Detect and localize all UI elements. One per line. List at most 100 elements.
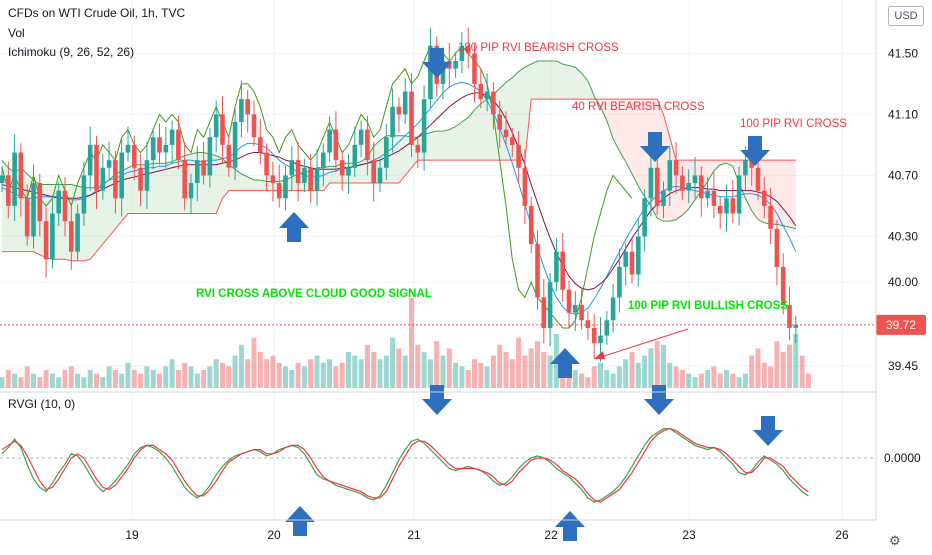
cloud-segment: [562, 64, 569, 100]
candle-body: [686, 183, 691, 191]
cloud-segment: [720, 160, 727, 165]
candle-body: [510, 137, 515, 145]
volume-bar: [736, 377, 742, 388]
candle-body: [100, 167, 106, 191]
candle-body: [201, 160, 206, 176]
cloud-segment: [619, 99, 626, 162]
volume-bar: [402, 355, 408, 388]
settings-gear-icon[interactable]: ⚙: [889, 533, 901, 548]
volume-bar: [434, 341, 440, 388]
cloud-segment: [228, 164, 236, 191]
candle-body: [390, 106, 395, 138]
cloud-segment: [638, 99, 645, 197]
candle-body: [528, 205, 534, 245]
cloud-segment: [436, 131, 443, 161]
candle-body: [692, 175, 698, 184]
candle-body: [377, 167, 383, 184]
rvgi-lines: [0, 427, 876, 503]
cloud-segment: [518, 67, 525, 161]
cloud-segment: [556, 61, 563, 100]
candle-body: [503, 129, 509, 138]
candle-body: [560, 251, 565, 290]
time-tick-label: 22: [544, 528, 558, 542]
candle-body: [138, 167, 143, 191]
time-tick-label: 19: [125, 528, 139, 542]
volume-bar: [421, 352, 427, 388]
ichimoku-legend: Ichimoku (9, 26, 52, 26): [8, 45, 135, 59]
candle-body: [591, 327, 597, 344]
candle-body: [150, 137, 156, 161]
cloud-segment: [669, 137, 677, 222]
volume-bar: [182, 362, 188, 388]
candle-body: [780, 266, 786, 306]
price-tick-label: 40.00: [888, 275, 918, 289]
candle-body: [31, 183, 36, 237]
candle-body: [302, 167, 307, 184]
cloud-segment: [543, 61, 551, 100]
candle-body: [680, 175, 685, 191]
candle-body: [113, 160, 118, 199]
candle-body: [585, 320, 591, 328]
candle-body: [346, 167, 351, 176]
volume-bar: [642, 355, 648, 388]
candle-body: [793, 324, 799, 328]
cloud-segment: [726, 160, 733, 167]
volume-bar: [787, 344, 792, 388]
candle-body: [541, 297, 547, 328]
volume-bar: [692, 377, 698, 388]
candle-body: [535, 244, 540, 298]
cloud-segment: [90, 187, 97, 260]
volume-bar: [169, 359, 175, 388]
axes: 39.72 0.0000 41.50 41.10 40.70 40.30 40.00 39.4…: [0, 0, 926, 542]
candle-body: [617, 266, 622, 298]
volume-bar: [283, 366, 288, 388]
candle-body: [333, 129, 339, 161]
currency-button[interactable]: USD: [888, 6, 924, 26]
candle-body: [629, 251, 635, 275]
volume-bars: [0, 298, 811, 388]
cloud-segment: [455, 122, 462, 161]
candle-body: [308, 167, 313, 191]
volume-bar: [623, 359, 629, 388]
volume-bar: [409, 298, 414, 388]
arrow-down-icon: [640, 132, 670, 162]
candle-body: [497, 114, 502, 130]
volume-bar: [37, 377, 43, 388]
arrow-down-icon: [740, 136, 770, 166]
candle-body: [125, 144, 131, 153]
candle-body: [6, 175, 11, 206]
cloud-segment: [153, 163, 160, 214]
candle-body: [409, 91, 414, 145]
volume-bar: [610, 373, 616, 388]
candle-body: [37, 183, 43, 222]
volume-bar: [717, 373, 723, 388]
candle-body: [667, 160, 673, 191]
volume-bar: [327, 359, 333, 388]
candle-body: [554, 251, 559, 283]
cloud-segment: [329, 166, 336, 184]
candle-body: [465, 45, 471, 54]
volume-bar: [799, 355, 805, 388]
volume-bar: [31, 373, 36, 388]
volume-bar: [43, 370, 49, 388]
candle-body: [321, 152, 326, 168]
candle-body: [87, 144, 93, 176]
candle-body: [81, 175, 87, 214]
volume-bar: [497, 344, 503, 388]
volume-bar: [125, 362, 131, 388]
candle-body: [453, 61, 458, 69]
candle-body: [62, 190, 68, 222]
cloud-segment: [575, 67, 582, 100]
volume-bar: [377, 359, 383, 388]
volume-bar: [0, 377, 5, 388]
annotation-pointer: [597, 328, 689, 359]
volume-bar: [616, 366, 622, 388]
volume-bar: [314, 355, 320, 388]
candle-body: [245, 99, 250, 115]
annotation-arrows: [279, 48, 783, 541]
arrow-up-icon: [550, 348, 580, 378]
volume-bar: [308, 359, 314, 388]
price-tick-label: 39.45: [888, 359, 918, 373]
cloud-segment: [713, 160, 721, 171]
